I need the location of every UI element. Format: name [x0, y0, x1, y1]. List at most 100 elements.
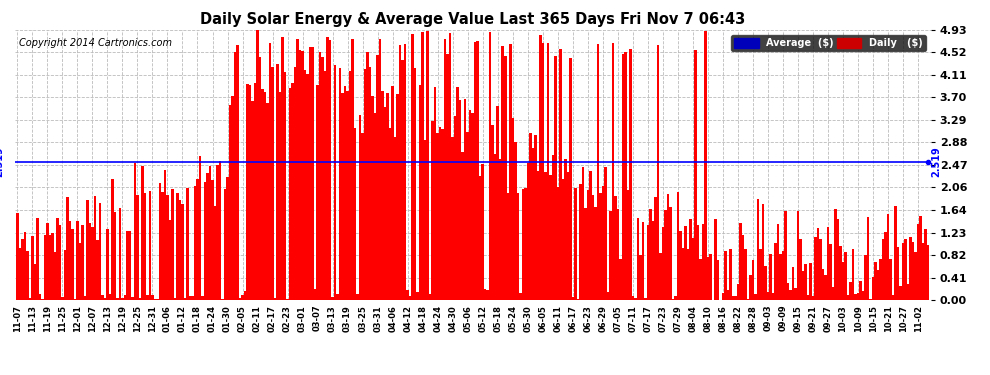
Bar [925, 229, 927, 300]
Bar [16, 213, 19, 300]
Bar [687, 249, 689, 300]
Bar [669, 207, 671, 300]
Bar [807, 295, 809, 300]
Bar [522, 189, 524, 300]
Bar [464, 99, 466, 300]
Bar [659, 253, 661, 300]
Bar [89, 223, 91, 300]
Bar [740, 224, 742, 300]
Text: 2.519: 2.519 [0, 147, 4, 177]
Bar [651, 220, 654, 300]
Bar [419, 85, 422, 300]
Bar [476, 41, 479, 300]
Bar [534, 135, 537, 300]
Bar [444, 39, 446, 300]
Bar [707, 257, 709, 300]
Bar [551, 155, 554, 300]
Bar [784, 211, 787, 300]
Bar [877, 270, 879, 300]
Bar [792, 267, 794, 300]
Bar [451, 137, 454, 300]
Bar [261, 89, 263, 300]
Bar [661, 227, 664, 300]
Bar [737, 284, 740, 300]
Bar [664, 210, 666, 300]
Bar [153, 299, 156, 300]
Bar [825, 275, 827, 300]
Bar [817, 228, 820, 300]
Bar [78, 243, 81, 300]
Bar [142, 166, 144, 300]
Bar [742, 234, 744, 300]
Bar [589, 171, 592, 300]
Bar [727, 290, 730, 300]
Bar [629, 49, 632, 300]
Bar [47, 223, 49, 300]
Bar [527, 163, 529, 300]
Bar [842, 262, 844, 300]
Bar [789, 290, 792, 300]
Bar [186, 188, 189, 300]
Bar [537, 171, 539, 300]
Bar [632, 296, 635, 300]
Bar [334, 65, 337, 300]
Bar [607, 292, 609, 300]
Bar [519, 293, 522, 300]
Bar [379, 39, 381, 300]
Bar [539, 35, 542, 300]
Bar [446, 54, 448, 300]
Bar [404, 44, 407, 300]
Bar [209, 166, 211, 300]
Bar [401, 60, 404, 300]
Bar [299, 50, 301, 300]
Bar [556, 187, 559, 300]
Bar [422, 32, 424, 300]
Bar [281, 38, 284, 300]
Bar [714, 219, 717, 300]
Bar [772, 293, 774, 300]
Bar [840, 246, 842, 300]
Bar [666, 194, 669, 300]
Bar [499, 159, 502, 300]
Bar [874, 262, 877, 300]
Bar [448, 33, 451, 300]
Bar [529, 133, 532, 300]
Bar [682, 248, 684, 300]
Bar [709, 254, 712, 300]
Bar [461, 153, 464, 300]
Bar [311, 46, 314, 300]
Bar [253, 83, 256, 300]
Bar [101, 296, 104, 300]
Bar [189, 296, 191, 300]
Bar [376, 55, 379, 300]
Bar [794, 288, 797, 300]
Bar [549, 175, 551, 300]
Bar [364, 69, 366, 300]
Bar [754, 294, 756, 300]
Bar [642, 222, 644, 300]
Bar [44, 235, 47, 300]
Bar [856, 293, 859, 300]
Bar [822, 269, 825, 300]
Bar [156, 299, 158, 300]
Bar [276, 64, 279, 300]
Bar [274, 298, 276, 300]
Bar [599, 193, 602, 300]
Bar [544, 172, 546, 300]
Bar [104, 298, 106, 300]
Bar [427, 31, 429, 300]
Bar [497, 106, 499, 300]
Bar [31, 236, 34, 300]
Bar [348, 71, 351, 300]
Bar [266, 103, 269, 300]
Bar [912, 242, 915, 300]
Bar [479, 176, 481, 300]
Bar [346, 91, 348, 300]
Title: Daily Solar Energy & Average Value Last 365 Days Fri Nov 7 06:43: Daily Solar Energy & Average Value Last … [200, 12, 745, 27]
Bar [854, 294, 856, 300]
Bar [491, 125, 494, 300]
Bar [724, 252, 727, 300]
Bar [809, 263, 812, 300]
Bar [389, 128, 391, 300]
Bar [124, 295, 126, 300]
